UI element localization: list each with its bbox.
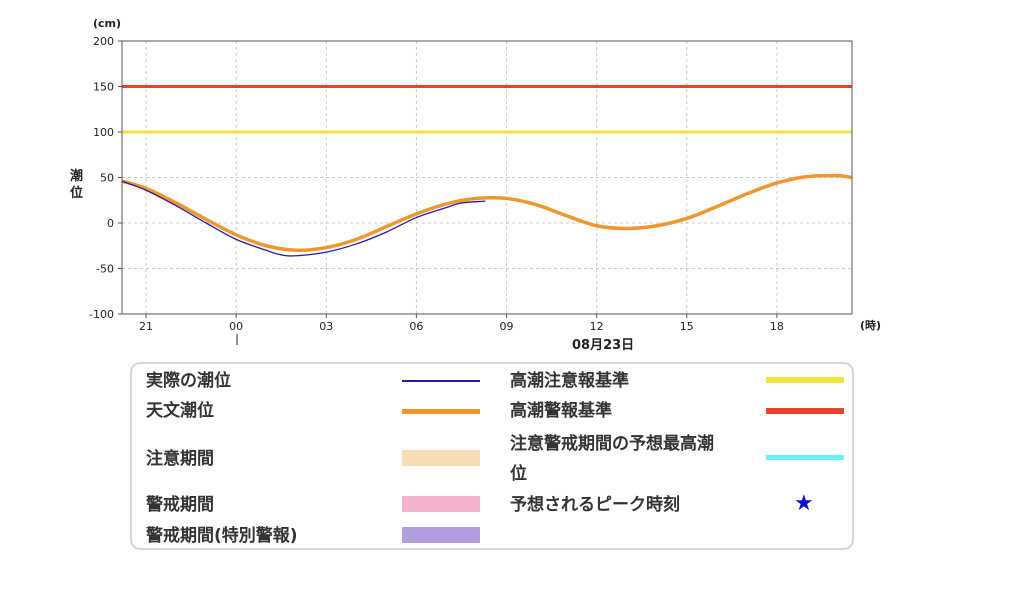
threshold-lines (122, 85, 852, 134)
x-tick-label: 21 (139, 320, 153, 333)
x-tick-label: 09 (500, 320, 514, 333)
y-tick-labels: -100 -50 0 50 100 150 200 (89, 35, 122, 321)
legend-swatch-astronomical-tide (402, 409, 480, 414)
legend-swatch-forecast-max-tide (766, 455, 844, 460)
y-tick-label: -50 (96, 263, 114, 276)
legend-swatch-caution-period (402, 450, 480, 466)
legend-swatch-advisory-criterion (766, 377, 844, 383)
y-tick-label: 100 (93, 126, 114, 139)
legend-swatch-warning-criterion (766, 408, 844, 414)
grid (122, 41, 852, 314)
date-label: 08月23日 (572, 338, 634, 353)
y-unit-label: (cm) (93, 17, 121, 30)
x-tick-label: 03 (319, 320, 333, 333)
legend-label-advisory-criterion: 高潮注意報基準 (510, 371, 629, 391)
y-axis-label-2: 位 (70, 185, 83, 201)
series-actual-tide (121, 180, 486, 257)
series-astronomical-tide (121, 173, 853, 253)
x-tick-label: 00 (229, 320, 243, 333)
x-tick-label: 06 (409, 320, 423, 333)
legend-label-peak-time: 予想されるピーク時刻 (510, 495, 680, 515)
y-axis-label-1: 潮 (70, 168, 83, 184)
legend-label-special-warning-period: 警戒期間(特別警報) (146, 526, 298, 546)
x-tick-label: 15 (680, 320, 694, 333)
x-tick-labels: 21 00 03 06 09 12 15 18 (139, 314, 784, 333)
y-tick-label: 0 (107, 217, 114, 230)
legend-label-actual-tide: 実際の潮位 (146, 371, 231, 391)
series-lines (121, 173, 853, 257)
legend-label-forecast-max-tide-line1: 注意警戒期間の予想最高潮 (510, 434, 714, 454)
x-unit-label: (時) (860, 318, 881, 332)
legend-label-astronomical-tide: 天文潮位 (146, 401, 214, 421)
x-tick-label: 18 (770, 320, 784, 333)
legend-swatch-special-warning-period (402, 527, 480, 543)
legend-label-warning-criterion: 高潮警報基準 (510, 401, 612, 421)
legend-label-forecast-max-tide-line2: 位 (510, 464, 527, 484)
y-tick-label: 50 (100, 172, 114, 185)
y-tick-label: 200 (93, 35, 114, 48)
x-tick-label: 12 (590, 320, 604, 333)
star-icon: ★ (794, 491, 814, 516)
legend-swatch-actual-tide (402, 380, 480, 382)
y-tick-label: 150 (93, 81, 114, 94)
tide-chart: -100 -50 0 50 100 150 200 21 00 03 06 09 12 15 18 (cm… (70, 17, 881, 353)
y-tick-label: -100 (89, 308, 114, 321)
legend-label-warning-period: 警戒期間 (146, 495, 214, 515)
legend-label-caution-period: 注意期間 (146, 449, 214, 469)
legend-box: 実際の潮位 天文潮位 注意期間 警戒期間 警戒期間(特別警報) 高潮注意報基準 … (130, 362, 854, 550)
legend-swatch-warning-period (402, 496, 480, 512)
